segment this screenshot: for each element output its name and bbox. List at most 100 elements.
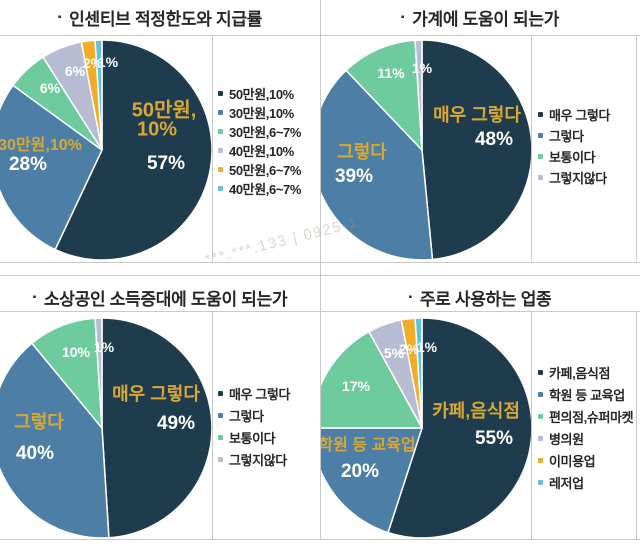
slice-label: 17% [341,378,371,394]
pie-slice [101,317,213,539]
legend-item-label: 보통이다 [229,430,276,446]
slice-label: 그렇다 [337,142,387,162]
legend-item: 그렇다 [218,404,290,426]
legend-marker-icon [538,175,543,180]
slice-label: 11% [377,65,405,81]
chart-panel-small-business-income: 매우 그렇다 49% 그렇다 40% 10% 1% ▪ 소상공인 소득증대에 도움이 되는… [0,274,320,556]
slice-label: 매우 그렇다 [112,384,200,404]
slice-label: 학원 등 교육업 [320,437,416,454]
legend-item-label: 그렇다 [549,129,584,144]
legend-marker-icon [538,112,543,117]
pie-slice [320,69,434,261]
pie-slice [387,317,533,539]
chart-title: ▪ 가계에 도움이 되는가 [320,0,640,36]
legend-marker-icon [538,154,543,159]
legend-item: 병의원 [538,427,633,449]
slice-label: 그렇다 [14,412,64,432]
pie-slice [345,39,423,153]
pie-slice [414,39,423,151]
legend-marker-icon [218,412,223,418]
slice-label: 10% [61,344,91,360]
pie-slice [94,317,103,429]
legend-item: 매우 그렇다 [538,104,610,125]
slice-label: 39% [334,166,374,187]
slice-label: 50만원, [131,99,197,122]
slice-label: 49% [156,413,196,434]
legend-item-label: 그렇지않다 [229,452,287,468]
legend-item: 보통이다 [218,426,290,448]
pie-slice [320,330,424,429]
legend-item-label: 이미용업 [549,453,596,469]
legend-item-label: 그렇지않다 [549,171,607,186]
slice-label: 2% [398,341,420,357]
legend-item: 보통이다 [538,146,610,167]
legend-marker-icon [218,148,223,153]
slice-label: 55% [474,428,514,449]
slice-label: 48% [474,129,514,150]
chart-title: ▪ 주로 사용하는 업종 [320,275,640,312]
legend-item-label: 병의원 [549,431,584,447]
legend-marker-icon [218,167,223,172]
pie-chart: 50만원, 10% 57% 30만원,10% 28% 6% 6% 2% 1% [0,0,320,278]
grid-line [212,36,213,262]
legend-item: 50만원,10% [218,84,301,103]
legend-item: 매우 그렇다 [218,382,290,404]
grid-line [636,312,637,539]
legend-marker-icon [538,435,543,441]
legend-item: 40만원,10% [218,141,301,160]
legend-marker-icon [538,391,543,397]
legend-item-label: 30만원,6~7% [229,125,302,140]
pie-slice [54,39,213,261]
legend-item: 30만원,10% [218,103,301,122]
chart-title: ▪ 소상공인 소득증대에 도움이 되는가 [0,275,320,312]
legend-item: 학원 등 교육업 [538,383,633,405]
grid-line [531,312,532,539]
legend-item-label: 레저업 [549,475,584,491]
grid-line [320,0,321,539]
slice-label: 30만원,10% [0,137,82,154]
legend-item-label: 40만원,6~7% [229,182,302,197]
legend-marker-icon [218,110,223,115]
legend-marker-icon [538,413,543,419]
legend-item-label: 학원 등 교육업 [549,387,625,403]
legend-item: 그렇다 [538,125,610,146]
slice-label: 6% [64,63,86,79]
legend-item: 편의점,슈퍼마켓 [538,405,634,427]
legend-item: 레저업 [538,471,633,493]
legend-item-label: 40만원,10% [229,144,294,159]
legend-item: 그렇지않다 [538,167,610,188]
legend-item-label: 매우 그렇다 [549,108,611,123]
legend-marker-icon [218,434,223,440]
chart-title-text: 주로 사용하는 업종 [419,289,552,309]
slice-label: 10% [136,118,178,141]
slice-label: 1% [416,339,438,355]
legend-item: 50만원,6~7% [218,160,301,179]
bullet-icon: ▪ [400,12,405,23]
grid-line [636,36,637,262]
chart-title-text: 소상공인 소득증대에 도움이 되는가 [43,289,288,309]
pie-chart: 매우 그렇다 49% 그렇다 40% 10% 1% [0,274,320,556]
pie-slice [414,317,423,429]
legend-item-label: 50만원,10% [229,87,294,102]
legend-item: 카페,음식점 [538,361,633,383]
pie-chart: 매우 그렇다 48% 그렇다 39% 11% 1% [320,0,640,278]
legend-item-label: 편의점,슈퍼마켓 [549,409,634,425]
pie-chart: 카페,음식점 55% 학원 등 교육업 20% 17% 5% 2% 1% [320,274,640,556]
pie-slice [94,39,103,151]
slice-label: 5% [383,345,405,361]
legend-marker-icon [538,457,543,463]
legend-item-label: 30만원,10% [229,106,294,121]
legend-item: 40만원,6~7% [218,179,301,198]
slice-label: 6% [39,80,61,96]
legend-marker-icon [218,456,223,462]
pie-svg [320,39,533,261]
legend-marker-icon [218,91,223,96]
legend-marker-icon [218,129,223,134]
legend-marker-icon [538,133,543,138]
legend-item: 그렇지않다 [218,448,290,470]
slice-label: 1% [411,60,433,76]
pie-svg [0,39,213,261]
